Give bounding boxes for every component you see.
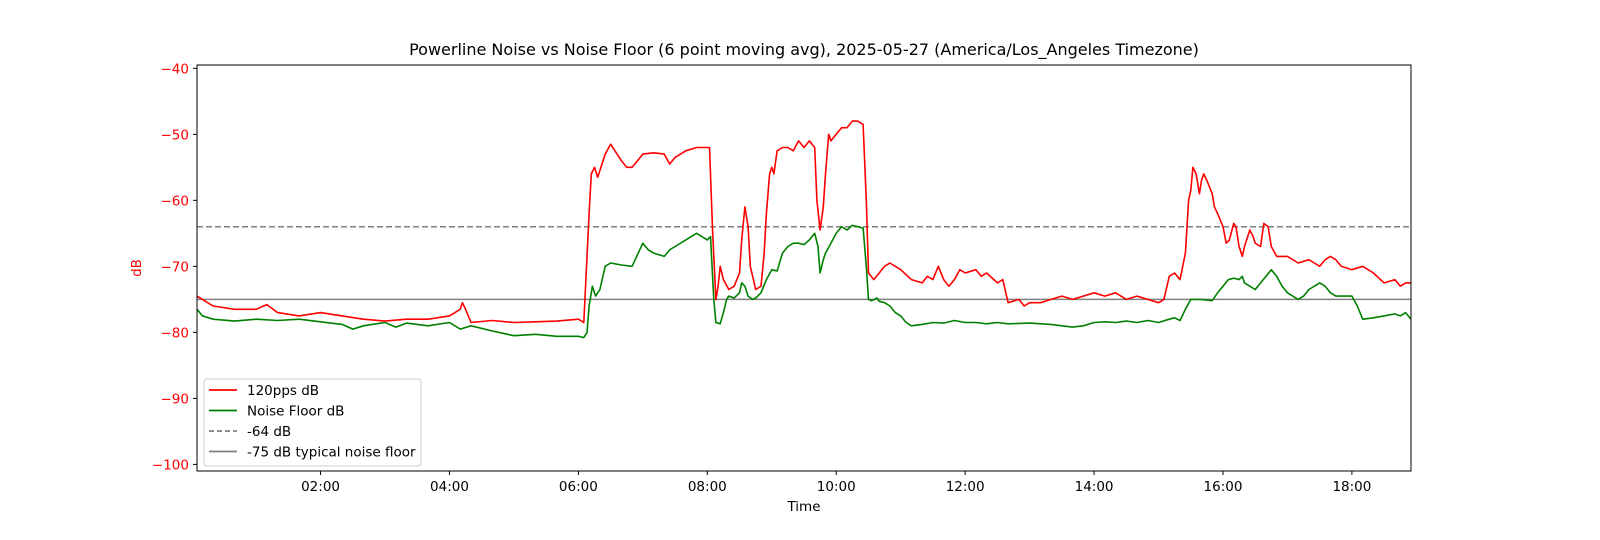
- legend-label: Noise Floor dB: [247, 404, 344, 420]
- x-tick-label: 14:00: [1075, 479, 1114, 495]
- series-lines: [196, 120, 1412, 339]
- chart-title: Powerline Noise vs Noise Floor (6 point …: [409, 40, 1199, 60]
- legend-item-75-db-typical-noise-floor: -75 dB typical noise floor: [209, 445, 416, 461]
- y-tick-label: −100: [152, 457, 189, 473]
- x-tick-label: 02:00: [301, 479, 340, 495]
- legend-label: -75 dB typical noise floor: [247, 445, 416, 461]
- series-line-120pps-db: [196, 120, 1411, 324]
- legend-item-noise-floor-db: Noise Floor dB: [209, 404, 344, 420]
- y-tick-label: −80: [161, 325, 190, 341]
- y-tick-label: −40: [161, 61, 190, 77]
- x-tick-label: 04:00: [430, 479, 469, 495]
- x-tick-label: 06:00: [559, 479, 598, 495]
- legend: 120pps dB Noise Floor dB -64 dB -75 dB typi…: [203, 378, 422, 467]
- y-tick-label: −90: [161, 391, 190, 407]
- x-tick-label: 16:00: [1204, 479, 1243, 495]
- y-tick-label: −60: [161, 193, 190, 209]
- y-axis: −40 −50 −60 −70 −80 −90 −100: [152, 61, 197, 473]
- legend-box: [203, 378, 422, 467]
- reference-lines: [197, 225, 1411, 301]
- x-tick-label: 10:00: [817, 479, 856, 495]
- x-axis-label: Time: [786, 499, 820, 515]
- x-tick-label: 18:00: [1332, 479, 1371, 495]
- legend-label: 120pps dB: [247, 383, 319, 399]
- y-axis-label: dB: [129, 259, 145, 277]
- plot-frame: [196, 64, 1412, 472]
- y-tick-label: −70: [161, 259, 190, 275]
- series-line-noise-floor-db: [196, 224, 1412, 339]
- x-tick-label: 08:00: [688, 479, 727, 495]
- legend-item-120pps-db: 120pps dB: [209, 383, 319, 399]
- x-axis: 02:00 04:00 06:00 08:00 10:00 12:00 14:00 16:00…: [301, 471, 1371, 495]
- legend-item-64-db: -64 dB: [209, 424, 291, 440]
- legend-label: -64 dB: [247, 424, 291, 440]
- y-tick-label: −50: [161, 127, 190, 143]
- plot-area: [196, 64, 1412, 472]
- x-tick-label: 12:00: [946, 479, 985, 495]
